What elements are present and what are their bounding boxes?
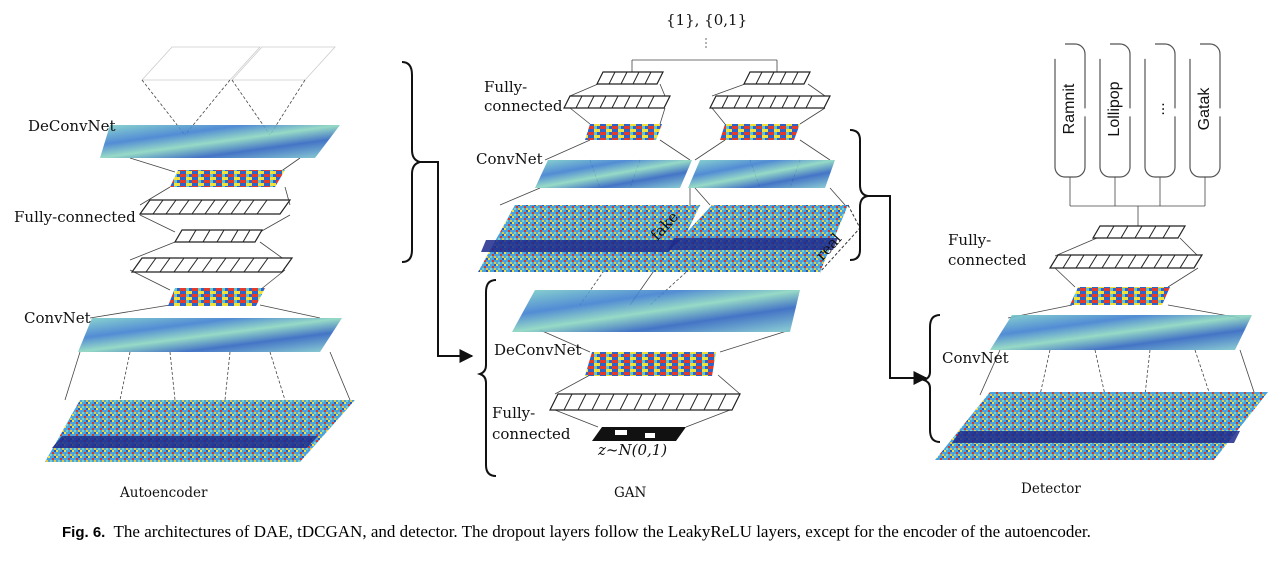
autoencoder-fc-narrow [173, 229, 264, 243]
gan-fc-mid-left [563, 95, 671, 109]
figure-caption: Fig. 6. The architectures of DAE, tDCGAN… [62, 522, 1262, 542]
autoencoder-fc-label: Fully-connected [14, 208, 136, 226]
detector-fc-wide [1048, 254, 1204, 269]
gan-gen-fc [549, 393, 741, 411]
gan-fake-image [478, 205, 700, 272]
detector-fc-label-1: Fully- [948, 231, 992, 249]
gan-noise-label: z~N(0,1) [598, 441, 668, 459]
detector-input-band [952, 431, 1240, 443]
autoencoder-deconv-featuremap [100, 125, 340, 158]
brace-detector-convnet [920, 314, 941, 443]
gan-fc-label-1: Fully- [484, 78, 528, 96]
architecture-diagram [45, 38, 1268, 477]
gan-disc-featuremap-left [535, 160, 692, 188]
detector-conv-featuremap [990, 315, 1252, 350]
detector-class-gatak: Gatak [1196, 87, 1213, 131]
gan-disc-kernel-right [720, 124, 800, 140]
figure-caption-text: The architectures of DAE, tDCGAN, and de… [113, 522, 1091, 541]
brace-to-detector [849, 129, 928, 385]
detector-input-image [935, 392, 1268, 460]
autoencoder-input-band [52, 436, 318, 448]
gan-disc-kernel-left [585, 124, 662, 140]
gan-fc-top-right [743, 71, 811, 85]
gan-title: GAN [614, 485, 647, 501]
brace-generator [476, 279, 497, 477]
autoencoder-input-image [45, 400, 355, 462]
gan-real-band [668, 238, 838, 250]
detector-class-ramnit: Ramnit [1061, 83, 1078, 135]
gan-disc-featuremap-right [688, 160, 835, 188]
gan-gen-fc-label-2: connected [492, 425, 571, 443]
detector-fc-narrow [1091, 225, 1187, 239]
autoencoder-title: Autoencoder [120, 485, 208, 501]
gan-fc-label-2: connected [484, 97, 563, 115]
autoencoder-convnet-label: ConvNet [24, 309, 91, 327]
gan-fc-top-left [596, 71, 664, 85]
gan-deconvnet-label: DeConvNet [494, 341, 582, 359]
gan-noise-vector [592, 427, 686, 441]
gan-convnet-label: ConvNet [476, 150, 543, 168]
detector-class-ellipsis: ... [1151, 102, 1168, 116]
autoencoder-conv-featuremap [78, 318, 342, 352]
gan-fake-band [481, 240, 684, 252]
figure-caption-label: Fig. 6. [62, 524, 106, 541]
autoencoder-column [64, 46, 351, 401]
detector-convnet-label: ConvNet [942, 349, 1009, 367]
autoencoder-fc-wide [138, 199, 292, 215]
gan-gen-fc-label-1: Fully- [492, 404, 536, 422]
autoencoder-deconv-kernel [170, 170, 285, 187]
detector-class-lollipop: Lollipop [1106, 81, 1123, 137]
autoencoder-deconvnet-label: DeConvNet [28, 117, 116, 135]
detector-lines [979, 177, 1256, 396]
detector-conv-kernel [1070, 287, 1170, 305]
gan-top-label: {1}, {0,1} [666, 11, 748, 29]
detector-fc-label-2: connected [948, 251, 1027, 269]
gan-gen-kernel [585, 352, 716, 376]
autoencoder-conv-kernel [168, 288, 265, 306]
autoencoder-fc-wide-2 [130, 257, 294, 273]
gan-fc-mid-right [709, 95, 831, 109]
gan-gen-featuremap [512, 290, 800, 332]
detector-title: Detector [1021, 481, 1081, 497]
brace-to-gan [401, 61, 474, 363]
